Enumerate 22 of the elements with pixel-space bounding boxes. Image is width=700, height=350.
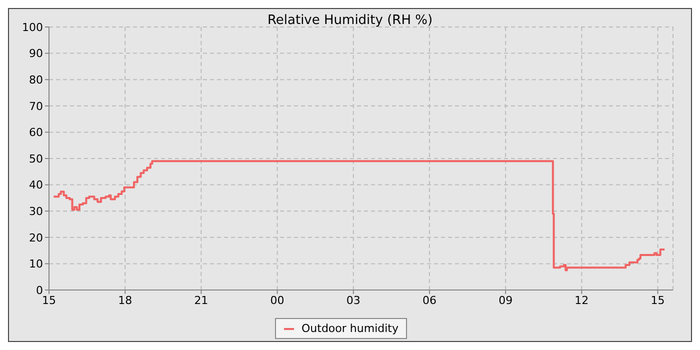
y-tick-label: 80 <box>29 74 43 87</box>
x-tick-label: 21 <box>194 294 208 307</box>
x-tick-label: 09 <box>498 294 513 307</box>
y-tick-label: 30 <box>29 205 43 218</box>
x-tick-label: 03 <box>346 294 360 307</box>
x-tick-label: 15 <box>650 294 665 307</box>
y-tick-label: 40 <box>29 178 43 192</box>
x-tick-label: 12 <box>574 294 589 307</box>
chart-title: Relative Humidity (RH %) <box>267 13 433 28</box>
y-tick-label: 50 <box>29 152 43 166</box>
y-tick-label: 90 <box>29 47 43 60</box>
y-tick-label: 10 <box>29 258 43 271</box>
y-tick-label: 60 <box>29 126 43 140</box>
legend-label: Outdoor humidity <box>302 322 398 335</box>
y-tick-label: 70 <box>29 100 43 113</box>
y-tick-label: 100 <box>22 20 43 34</box>
x-tick-label: 15 <box>42 294 56 307</box>
x-tick-label: 06 <box>422 294 436 307</box>
x-tick-label: 18 <box>118 294 132 307</box>
x-tick-label: 00 <box>270 294 284 307</box>
y-tick-label: 20 <box>29 231 43 244</box>
y-tick-label: 0 <box>36 284 43 297</box>
